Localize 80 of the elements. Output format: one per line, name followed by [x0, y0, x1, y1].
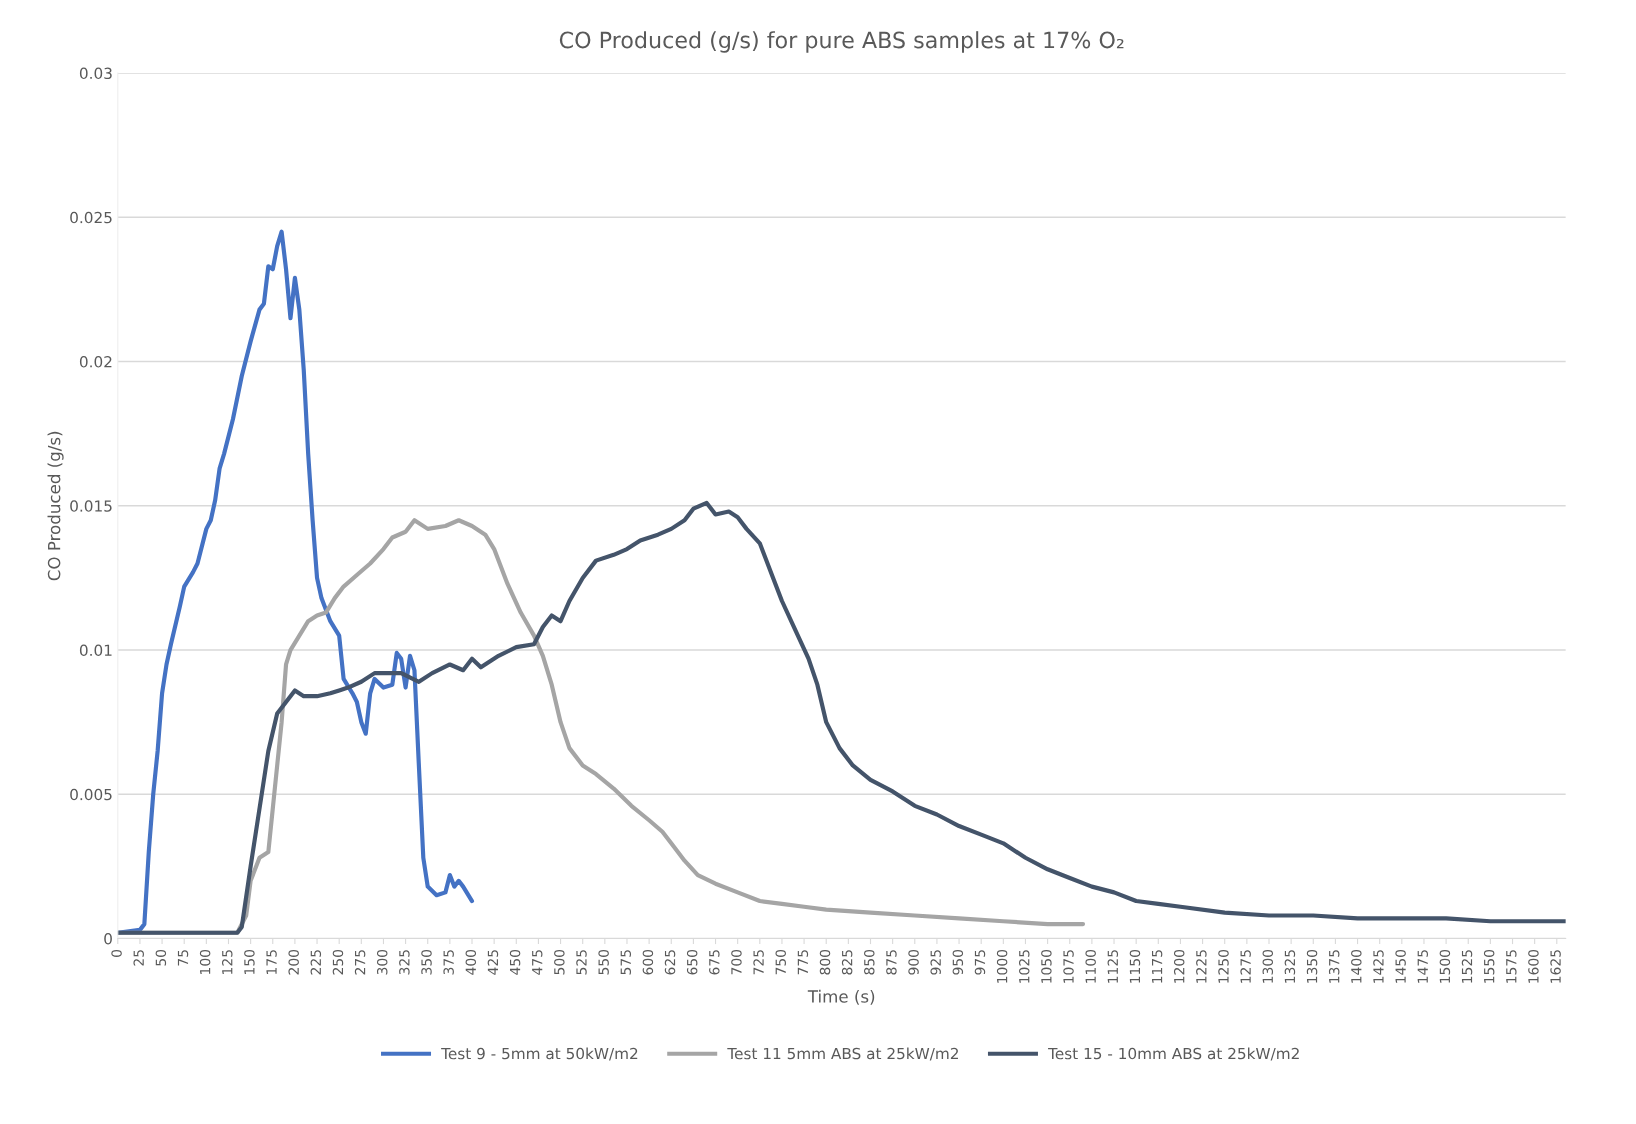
- x-tick-label: 25: [133, 950, 144, 966]
- x-tick-label: 1050: [1041, 949, 1052, 983]
- x-tick-label: 150: [244, 949, 255, 974]
- x-tick-label: 1425: [1373, 950, 1384, 983]
- x-axis-title: Time (s): [807, 989, 875, 1005]
- x-tick-label: 900: [908, 949, 919, 975]
- x-tick-label: 1300: [1262, 949, 1274, 983]
- chart-title: CO Produced (g/s) for pure ABS samples at 17% O₂: [559, 31, 1124, 53]
- x-tick-label: 1075: [1063, 950, 1074, 983]
- x-tick-label: 0: [111, 949, 122, 957]
- x-tick-label: 200: [288, 949, 299, 975]
- x-tick-label: 1250: [1218, 949, 1229, 983]
- x-tick-label: 550: [598, 949, 609, 975]
- x-tick-label: 1325: [1284, 950, 1296, 983]
- y-tick-label: 0.015: [70, 500, 112, 512]
- x-tick-label: 250: [332, 949, 344, 975]
- x-tick-label: 1275: [1240, 950, 1251, 983]
- y-tick-label: 0.02: [79, 356, 112, 368]
- x-tick-label: 1175: [1152, 950, 1163, 983]
- x-tick-label: 325: [399, 950, 410, 975]
- x-tick-label: 1000: [996, 949, 1008, 983]
- x-tick-label: 1450: [1395, 949, 1406, 983]
- x-tick-label: 350: [421, 949, 432, 975]
- x-tick-label: 825: [841, 950, 853, 975]
- x-tick-label: 125: [222, 950, 233, 974]
- x-tick-label: 1575: [1506, 950, 1517, 983]
- line-series: [117, 500, 1566, 935]
- x-tick-label: 1525: [1461, 950, 1473, 983]
- x-tick-label: 775: [797, 950, 809, 975]
- x-tick-label: 275: [354, 950, 366, 975]
- x-tick-label: 750: [775, 949, 786, 975]
- x-tick-label: 1600: [1528, 949, 1539, 983]
- x-tick-label: 50: [155, 949, 167, 966]
- x-tick-label: 675: [709, 950, 720, 975]
- x-tick-label: 1400: [1351, 949, 1362, 983]
- x-tick-label: 175: [266, 950, 277, 974]
- y-tick-label: 0: [104, 933, 112, 945]
- x-tick-label: 1375: [1328, 950, 1340, 983]
- x-tick-label: 700: [731, 949, 742, 975]
- x-tick-label: 1200: [1173, 949, 1185, 983]
- x-tick-label: 925: [930, 950, 941, 975]
- x-tick-label: 475: [532, 950, 543, 975]
- x-tick-label: 225: [310, 950, 322, 975]
- x-tick-label: 450: [509, 949, 521, 975]
- y-tick-label: 0.025: [70, 211, 112, 224]
- x-tick-label: 575: [620, 950, 632, 975]
- x-tick-label: 1150: [1129, 949, 1141, 983]
- x-tick-label: 1225: [1196, 950, 1207, 983]
- x-tick-label: 525: [576, 950, 587, 975]
- x-tick-label: 1125: [1107, 950, 1119, 983]
- x-tick-label: 1100: [1085, 949, 1096, 983]
- x-tick-label: 375: [443, 950, 454, 975]
- x-tick-label: 1500: [1439, 949, 1451, 983]
- x-tick-label: 725: [753, 950, 764, 975]
- x-tick-label: 100: [199, 949, 211, 974]
- x-tick-label: 425: [487, 950, 499, 975]
- x-tick-label: 1025: [1019, 950, 1030, 983]
- x-tick-label: 950: [952, 949, 964, 975]
- x-tick-label: 400: [465, 949, 477, 975]
- x-tick-label: 1625: [1550, 950, 1561, 983]
- x-tick-label: 975: [974, 950, 986, 975]
- x-tick-label: 300: [376, 949, 388, 975]
- legend-label: Test 15 - 10mm ABS at 25kW/m2: [1048, 1047, 1299, 1061]
- x-tick-label: 625: [664, 950, 676, 975]
- y-tick-label: 0.005: [70, 788, 112, 801]
- x-tick-label: 500: [554, 949, 565, 975]
- x-tick-label: 875: [886, 950, 897, 975]
- x-tick-label: 1550: [1483, 949, 1495, 983]
- legend-label: Test 11 5mm ABS at 25kW/m2: [727, 1047, 958, 1061]
- x-tick-label: 1350: [1306, 949, 1318, 983]
- x-tick-label: 600: [642, 949, 654, 975]
- x-tick-label: 650: [686, 949, 698, 975]
- y-tick-label: 0.01: [79, 644, 112, 657]
- x-tick-label: 850: [864, 949, 875, 975]
- x-tick-label: 75: [177, 950, 189, 966]
- y-axis-title: CO Produced (g/s): [47, 431, 64, 581]
- x-tick-label: 800: [819, 949, 831, 975]
- legend-label: Test 9 - 5mm at 50kW/m2: [441, 1047, 638, 1061]
- y-tick-label: 0.03: [79, 67, 112, 80]
- x-tick-label: 1475: [1417, 950, 1428, 983]
